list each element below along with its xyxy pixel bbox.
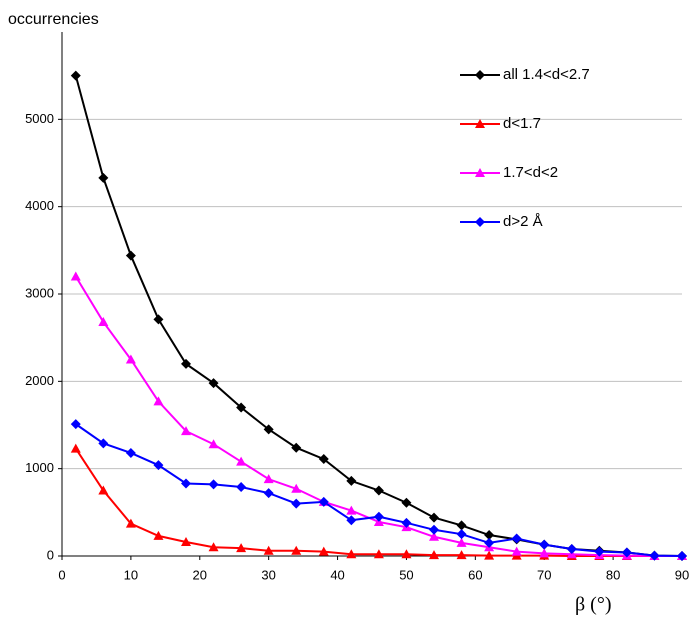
point <box>346 475 357 486</box>
point <box>318 496 329 507</box>
point <box>263 474 274 484</box>
point <box>236 543 247 553</box>
legend-label: 1.7<d<2 <box>503 164 558 181</box>
point <box>208 542 219 552</box>
point <box>539 539 550 550</box>
y-tick-label: 1000 <box>25 460 54 475</box>
point <box>373 549 384 559</box>
point <box>125 518 136 528</box>
x-tick-label: 90 <box>675 567 689 582</box>
point <box>70 419 81 430</box>
point <box>318 454 329 465</box>
point <box>263 488 274 499</box>
point <box>373 511 384 522</box>
point <box>429 531 439 541</box>
point <box>181 426 191 436</box>
y-tick-label: 5000 <box>25 111 54 126</box>
point <box>181 358 191 369</box>
point <box>208 479 219 490</box>
point <box>566 544 577 555</box>
point <box>649 550 660 561</box>
point <box>153 530 164 540</box>
y-axis-label: occurrencies <box>8 11 99 28</box>
point <box>236 482 247 493</box>
point <box>401 497 412 508</box>
point <box>456 550 467 560</box>
x-tick-label: 70 <box>537 567 551 582</box>
legend-marker <box>475 217 485 227</box>
point <box>318 546 329 556</box>
point <box>181 537 191 547</box>
x-tick-label: 80 <box>606 567 620 582</box>
point <box>346 549 357 559</box>
point <box>181 478 191 489</box>
point <box>373 485 384 496</box>
legend-label: all 1.4<d<2.7 <box>503 66 590 83</box>
x-tick-label: 50 <box>399 567 413 582</box>
point <box>70 271 81 281</box>
x-tick-label: 0 <box>58 567 65 582</box>
y-tick-label: 2000 <box>25 373 54 388</box>
point <box>125 447 136 458</box>
point <box>456 529 467 540</box>
y-tick-label: 4000 <box>25 198 54 213</box>
point <box>621 547 632 558</box>
point <box>429 524 439 535</box>
point <box>98 172 109 183</box>
series-line <box>74 448 682 557</box>
point <box>263 424 274 435</box>
point <box>98 438 109 449</box>
point <box>429 512 439 523</box>
point <box>291 545 302 555</box>
point <box>456 520 467 531</box>
point <box>153 396 164 406</box>
point <box>484 530 495 541</box>
point <box>236 456 247 466</box>
point <box>346 505 357 515</box>
x-tick-label: 10 <box>124 567 138 582</box>
x-tick-label: 40 <box>330 567 344 582</box>
point <box>539 548 550 558</box>
point <box>291 483 302 493</box>
point <box>98 485 109 495</box>
point <box>291 442 302 453</box>
legend-marker <box>475 70 485 80</box>
legend-marker <box>475 119 485 128</box>
x-axis-label: β (°) <box>575 594 612 616</box>
x-tick-label: 30 <box>261 567 275 582</box>
point <box>208 378 219 389</box>
legend-label: d<1.7 <box>503 115 541 132</box>
point <box>153 460 164 471</box>
point <box>677 551 687 561</box>
point <box>484 550 495 560</box>
point <box>346 515 357 526</box>
point <box>153 314 164 325</box>
point <box>429 550 439 560</box>
point <box>484 537 495 548</box>
y-tick-label: 3000 <box>25 285 54 300</box>
point <box>98 316 109 326</box>
legend-label: d>2 Å <box>503 213 543 230</box>
point <box>401 549 412 559</box>
point <box>70 443 81 453</box>
x-tick-label: 20 <box>193 567 207 582</box>
point <box>236 402 247 413</box>
point <box>263 545 274 555</box>
series-line <box>74 75 683 557</box>
point <box>594 546 605 557</box>
point <box>70 70 81 81</box>
legend-marker <box>475 168 485 177</box>
y-tick-label: 0 <box>47 547 54 562</box>
point <box>208 439 219 449</box>
point <box>125 250 136 261</box>
point <box>456 537 467 547</box>
point <box>125 354 136 364</box>
point <box>401 517 412 528</box>
point <box>511 546 522 556</box>
x-tick-label: 60 <box>468 567 482 582</box>
point <box>291 498 302 509</box>
point <box>511 533 522 544</box>
